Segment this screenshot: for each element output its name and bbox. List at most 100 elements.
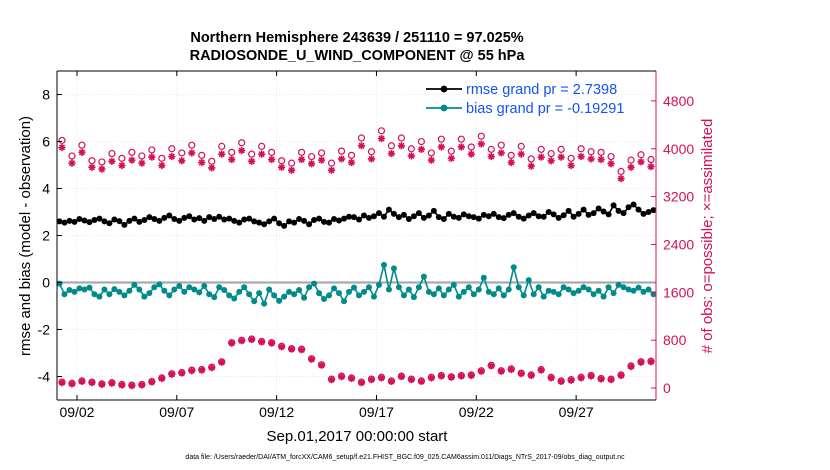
rmse-point — [301, 217, 308, 224]
rmse-point — [510, 210, 517, 217]
rmse-point — [346, 213, 353, 220]
obs-low-assimilated-marker — [168, 370, 176, 378]
bias-point — [316, 290, 323, 297]
obs-possible-marker — [218, 142, 226, 150]
rmse-point — [126, 217, 133, 224]
rmse-point — [580, 206, 587, 213]
obs-possible-marker — [617, 167, 625, 176]
bias-point — [121, 292, 128, 299]
rmse-point — [355, 216, 362, 223]
bias-point — [146, 290, 153, 297]
rmse-point — [490, 210, 497, 217]
obs-low-assimilated-marker — [377, 374, 386, 382]
rmse-point — [281, 222, 288, 229]
rmse-point — [111, 216, 118, 223]
rmse-point — [226, 215, 233, 222]
obs-assimilated-marker — [78, 148, 86, 156]
obs-assimilated-marker — [477, 140, 485, 148]
rmse-point — [146, 214, 153, 221]
obs-low-assimilated-marker — [567, 376, 575, 384]
obs-assimilated-marker — [268, 155, 276, 164]
rmse-point — [131, 215, 138, 222]
rmse-point — [370, 213, 377, 220]
left-tick-label: 8 — [42, 87, 50, 103]
bias-point — [321, 295, 328, 302]
obs-assimilated-marker — [108, 157, 116, 165]
obs-low-assimilated-marker — [537, 366, 545, 374]
bias-point — [326, 292, 333, 299]
obs-low-assimilated-marker — [268, 339, 276, 347]
rmse-point — [535, 213, 542, 220]
obs-assimilated-marker — [148, 153, 156, 161]
bias-point — [645, 286, 652, 293]
obs-assimilated-marker — [517, 150, 525, 158]
bias-point — [550, 288, 557, 295]
obs-low-assimilated-marker — [647, 358, 655, 366]
bias-point — [201, 283, 208, 290]
bias-point — [71, 288, 78, 295]
bias-point — [355, 292, 362, 299]
obs-low-assimilated-marker — [288, 345, 296, 353]
bias-point — [186, 284, 193, 291]
bias-point — [76, 285, 83, 292]
obs-low-assimilated-marker — [317, 361, 326, 369]
obs-low-assimilated-marker — [98, 380, 106, 389]
obs-assimilated-marker — [337, 155, 346, 163]
rmse-point — [171, 216, 178, 223]
rmse-point — [515, 213, 522, 220]
bias-point — [261, 300, 268, 307]
obs-possible-marker — [417, 137, 425, 146]
bias-point — [191, 286, 198, 293]
bias-point — [236, 288, 243, 295]
obs-possible-marker — [387, 142, 396, 150]
obs-possible-marker — [437, 135, 445, 143]
bias-point — [460, 288, 467, 295]
obs-possible-marker — [78, 141, 86, 149]
obs-assimilated-marker — [307, 160, 316, 168]
bias-point — [66, 287, 73, 294]
obs-possible-marker — [58, 136, 66, 144]
rmse-point — [470, 214, 477, 221]
bias-point — [246, 291, 253, 298]
bias-point — [101, 286, 108, 293]
bias-point — [470, 291, 477, 298]
obs-possible-marker — [128, 148, 136, 156]
x-tick-label: 09/27 — [559, 404, 594, 420]
obs-low-assimilated-marker — [297, 346, 306, 354]
rmse-point — [570, 213, 577, 220]
obs-low-assimilated-marker — [407, 376, 416, 384]
rmse-point — [410, 213, 417, 220]
obs-possible-marker — [138, 152, 146, 160]
left-tick-label: -2 — [38, 322, 51, 338]
bias-point — [116, 288, 123, 295]
bias-point — [510, 264, 517, 271]
obs-possible-marker — [317, 149, 326, 157]
bias-point — [351, 284, 358, 291]
rmse-point — [575, 210, 582, 217]
bias-point — [540, 293, 547, 300]
obs-low-assimilated-marker — [78, 377, 86, 386]
right-tick-label: 3200 — [663, 189, 694, 205]
right-tick-label: 2400 — [663, 236, 694, 252]
bias-point — [425, 288, 432, 295]
obs-assimilated-marker — [647, 163, 655, 171]
obs-assimilated-marker — [457, 143, 465, 151]
obs-possible-marker — [377, 127, 386, 135]
rmse-point — [211, 216, 218, 223]
bias-point — [595, 287, 602, 294]
rmse-point — [550, 211, 557, 218]
obs-low-assimilated-marker — [307, 355, 316, 363]
obs-assimilated-marker — [88, 163, 96, 171]
rmse-point — [266, 218, 273, 225]
obs-low-assimilated-marker — [178, 369, 186, 377]
obs-assimilated-marker — [377, 134, 386, 143]
obs-assimilated-marker — [497, 149, 505, 157]
x-tick-label: 09/22 — [459, 404, 494, 420]
rmse-point — [331, 216, 338, 223]
bias-point — [291, 291, 298, 298]
obs-possible-marker — [587, 148, 595, 156]
bias-point — [286, 288, 293, 295]
obs-possible-marker — [547, 149, 555, 158]
obs-low-assimilated-marker — [447, 373, 455, 381]
rmse-point — [625, 204, 632, 211]
